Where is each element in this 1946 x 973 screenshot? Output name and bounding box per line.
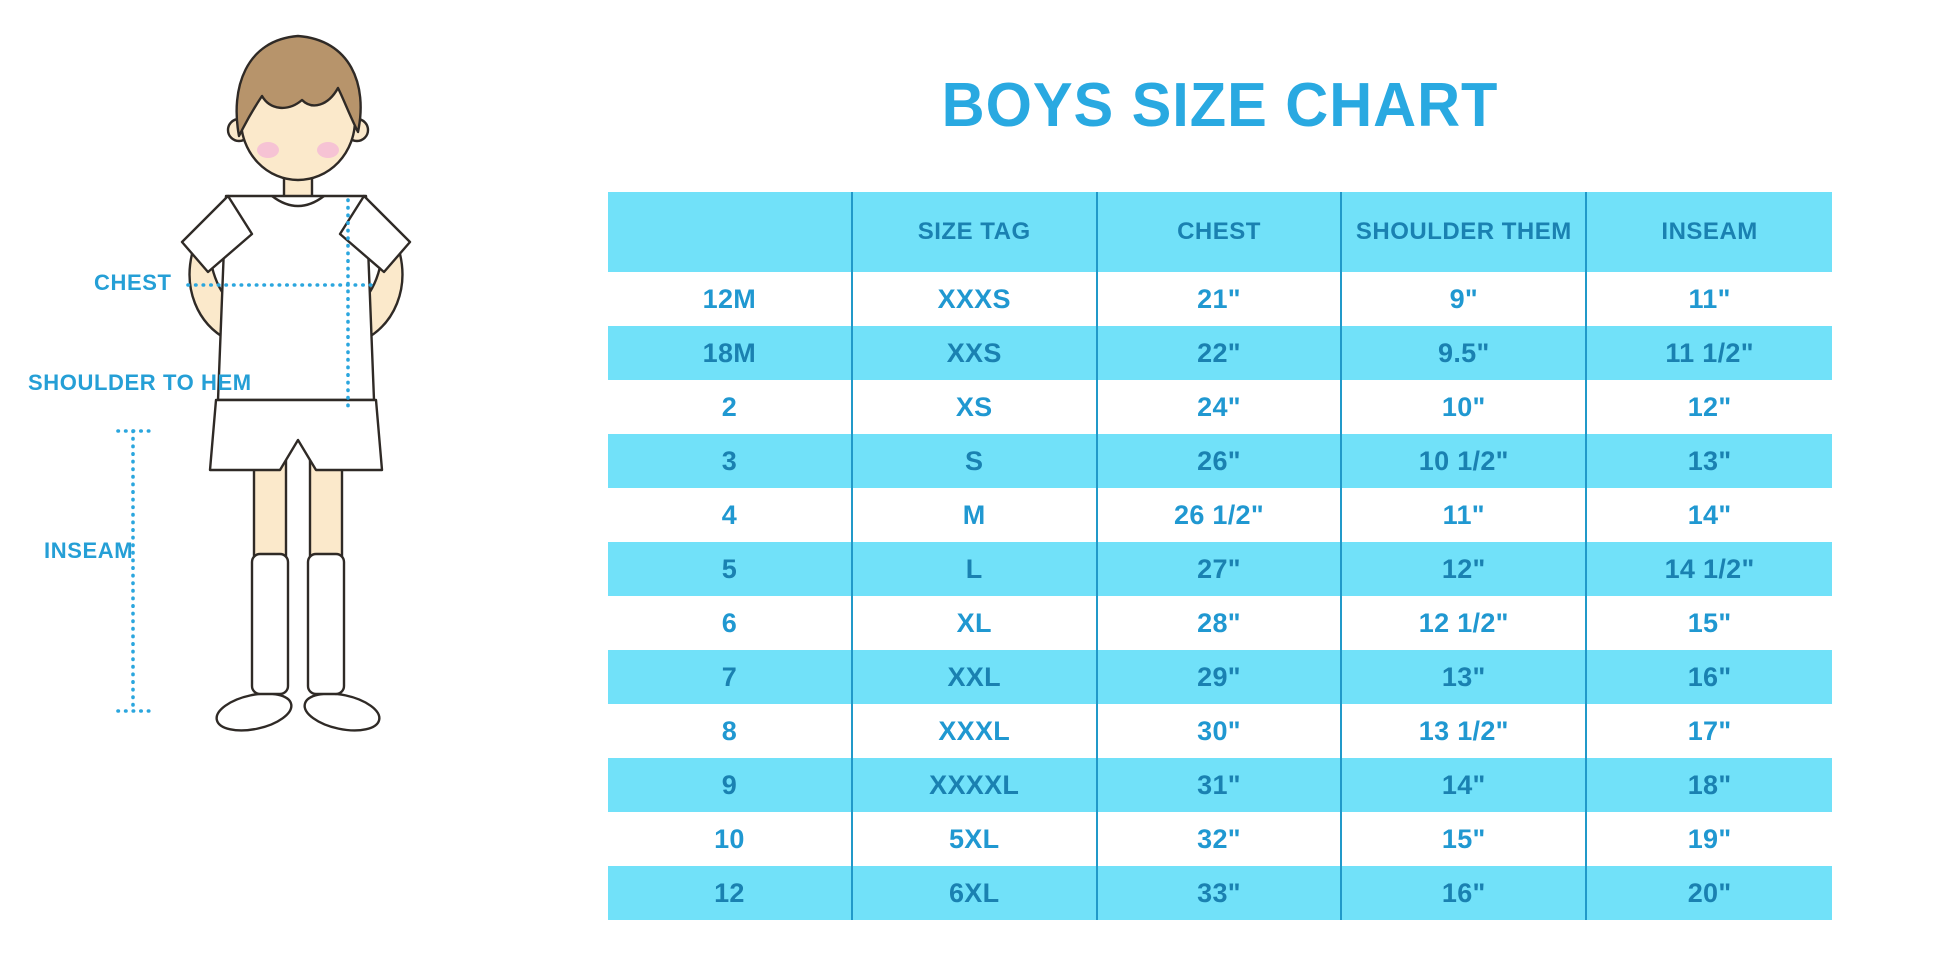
column-header-chest: CHEST [1098,192,1343,272]
chest-label: CHEST [94,270,172,295]
table-cell: XS [853,380,1098,434]
table-cell: 17" [1687,715,1732,746]
boy-right-cheek [317,142,339,158]
table-row: 3 S 26" 10 1/2" 13" [608,434,1832,488]
table-cell: L [853,542,1098,596]
table-cell: 11" [1342,488,1588,542]
table-cell: 30" [1098,704,1343,758]
boy-left-leg [252,456,288,570]
table-cell: 14" [1687,499,1732,530]
table-row: 4 M 26 1/2" 11" 14" [608,488,1832,542]
table-cell: 12" [1342,542,1588,596]
table-cell: 9" [1342,272,1588,326]
table-cell: XXXXL [853,758,1098,812]
table-cell: 33" [1098,866,1343,920]
table-cell: 11 1/2" [1665,337,1754,368]
table-cell: 15" [1342,812,1588,866]
table-cell: 21" [1098,272,1343,326]
table-cell: XXXS [853,272,1098,326]
table-cell: 16" [1687,661,1732,692]
table-cell: M [853,488,1098,542]
boy-shorts [208,398,384,472]
table-cell: 12 1/2" [1342,596,1588,650]
table-cell: 15" [1687,607,1732,638]
size-chart-table: SIZE TAG CHEST SHOULDER THEM INSEAM 12M X… [608,192,1832,920]
boy-left-sock [250,552,290,696]
table-cell: 9 [608,758,853,812]
table-cell: 18" [1687,769,1732,800]
page-title: BOYS SIZE CHART [941,70,1499,140]
column-header-shoulder: SHOULDER THEM [1342,192,1588,272]
boy-right-sock [306,552,346,696]
table-cell: S [853,434,1098,488]
table-row: 12M XXXS 21" 9" 11" [608,272,1832,326]
table-cell: 12 [608,866,853,920]
table-cell: 12" [1687,391,1732,422]
table-cell: XL [853,596,1098,650]
table-row: 10 5XL 32" 15" 19" [608,812,1832,866]
inseam-label: INSEAM [44,538,134,563]
table-row: 9 XXXXL 31" 14" 18" [608,758,1832,812]
table-cell: XXS [853,326,1098,380]
table-cell: 10 1/2" [1342,434,1588,488]
table-cell: 5XL [853,812,1098,866]
table-cell: 11" [1688,283,1731,314]
table-cell: 29" [1098,650,1343,704]
boy-hair [235,34,362,138]
boy-left-cheek [257,142,279,158]
table-cell: 12M [608,272,853,326]
table-row: 18M XXS 22" 9.5" 11 1/2" [608,326,1832,380]
table-cell: 10" [1342,380,1588,434]
boy-right-foot [303,692,381,732]
table-cell: 2 [608,380,853,434]
table-cell: 31" [1098,758,1343,812]
table-cell: 26 1/2" [1098,488,1343,542]
boy-shirt-left-sleeve [180,194,254,274]
table-cell: 16" [1342,866,1588,920]
table-cell: 10 [608,812,853,866]
table-cell: 13" [1342,650,1588,704]
shoulder-to-hem-label: SHOULDER TO HEM [28,370,252,395]
table-cell: 14" [1342,758,1588,812]
table-body: 12M XXXS 21" 9" 11" 18M XXS 22" 9.5" 11 1/2" 2 XS 24… [608,272,1832,920]
table-cell: 18M [608,326,853,380]
table-cell: 6 [608,596,853,650]
table-cell: 7 [608,650,853,704]
table-row: 2 XS 24" 10" 12" [608,380,1832,434]
column-header-size-tag: SIZE TAG [853,192,1098,272]
boy-left-foot [215,692,293,732]
boy-figure-illustration [116,34,412,732]
table-cell: 3 [608,434,853,488]
table-cell: 26" [1098,434,1343,488]
table-cell: 19" [1687,823,1732,854]
table-header-row: SIZE TAG CHEST SHOULDER THEM INSEAM [608,192,1832,272]
table-cell: 5 [608,542,853,596]
table-row: 5 L 27" 12" 14 1/2" [608,542,1832,596]
table-cell: 13 1/2" [1342,704,1588,758]
table-cell: 22" [1098,326,1343,380]
table-cell: 24" [1098,380,1343,434]
table-cell: 20" [1687,877,1732,908]
table-cell: 32" [1098,812,1343,866]
table-cell: 14 1/2" [1664,553,1755,584]
table-cell: XXXL [853,704,1098,758]
column-header-inseam: INSEAM [1661,218,1758,245]
table-cell: 27" [1098,542,1343,596]
table-row: 7 XXL 29" 13" 16" [608,650,1832,704]
table-row: 6 XL 28" 12 1/2" 15" [608,596,1832,650]
table-row: 12 6XL 33" 16" 20" [608,866,1832,920]
table-cell: 9.5" [1342,326,1588,380]
boy-right-leg [308,456,344,570]
boy-shirt-collar [271,195,325,208]
table-cell: 4 [608,488,853,542]
table-cell: 13" [1687,445,1732,476]
table-cell: 8 [608,704,853,758]
table-cell: 6XL [853,866,1098,920]
column-header-size [608,192,853,272]
table-row: 8 XXXL 30" 13 1/2" 17" [608,704,1832,758]
table-cell: XXL [853,650,1098,704]
table-cell: 28" [1098,596,1343,650]
